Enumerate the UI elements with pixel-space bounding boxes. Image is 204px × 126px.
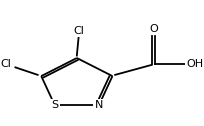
Text: OH: OH xyxy=(186,59,203,69)
Text: Cl: Cl xyxy=(0,59,11,69)
Text: N: N xyxy=(95,100,103,110)
Text: Cl: Cl xyxy=(73,26,84,36)
Text: O: O xyxy=(149,24,158,34)
Text: S: S xyxy=(51,100,58,110)
